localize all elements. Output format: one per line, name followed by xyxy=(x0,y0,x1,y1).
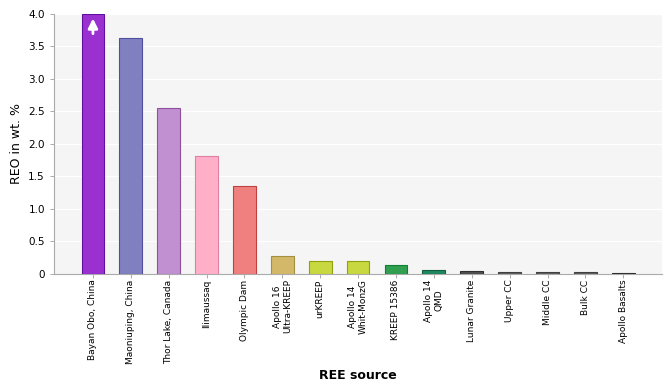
Bar xyxy=(536,272,559,274)
Bar xyxy=(612,273,634,274)
Y-axis label: REO in wt. %: REO in wt. % xyxy=(9,103,23,184)
Bar xyxy=(423,270,446,274)
X-axis label: REE source: REE source xyxy=(319,369,397,382)
Bar xyxy=(81,14,104,274)
Bar xyxy=(271,256,294,274)
Bar xyxy=(157,108,180,274)
Bar xyxy=(384,265,407,274)
Bar xyxy=(574,272,597,274)
Bar xyxy=(120,38,142,274)
Bar xyxy=(233,186,256,274)
Bar xyxy=(347,261,370,274)
Bar xyxy=(309,261,331,274)
Bar xyxy=(460,271,483,274)
Bar xyxy=(196,156,218,274)
Bar xyxy=(498,272,521,274)
